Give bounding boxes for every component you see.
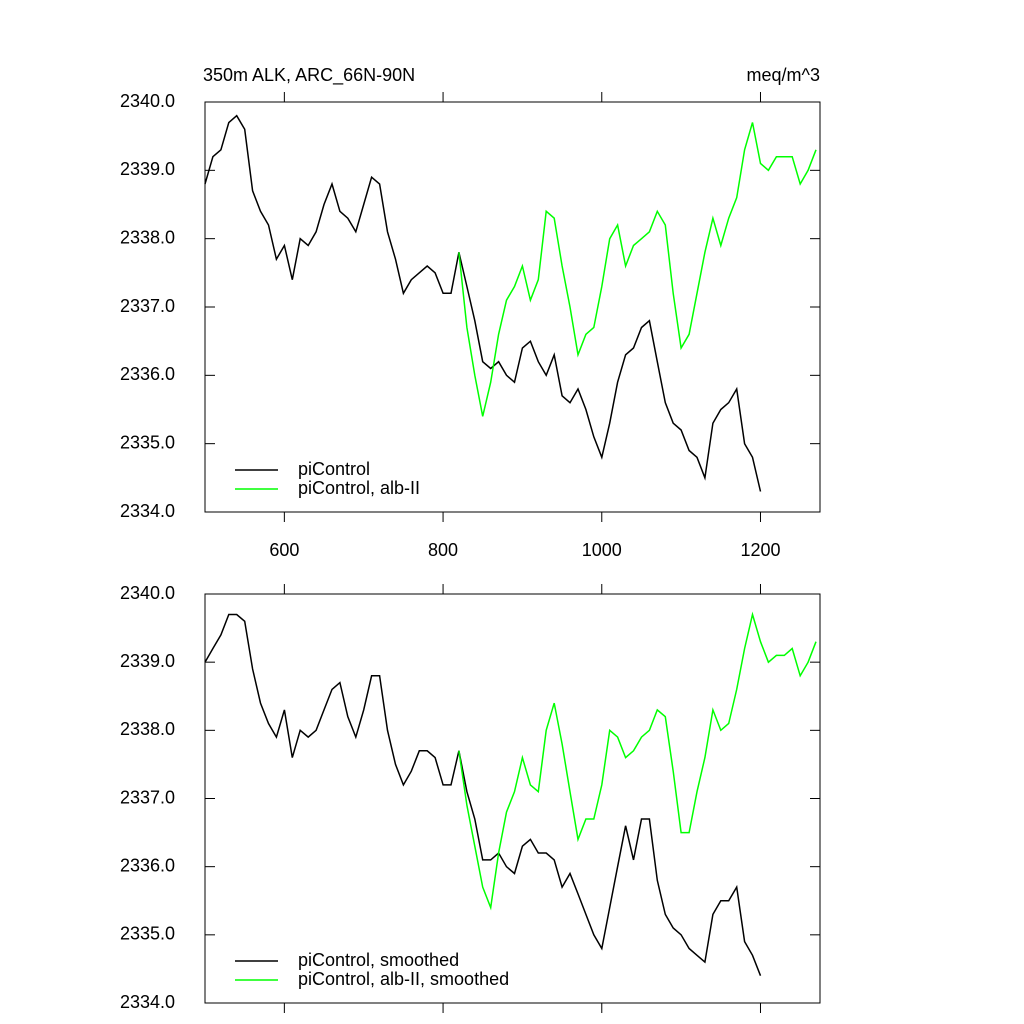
data-line	[204, 114, 762, 492]
legend-label: piControl	[298, 459, 370, 479]
y-tick-label: 2334.0	[120, 992, 175, 1012]
legend-label: piControl, alb-II	[298, 478, 420, 498]
y-tick-label: 2339.0	[120, 159, 175, 179]
x-tick-label: 800	[428, 540, 458, 560]
data-line	[458, 611, 817, 911]
legend-label: piControl, alb-II, smoothed	[298, 969, 509, 989]
y-tick-label: 2339.0	[120, 651, 175, 671]
y-tick-label: 2338.0	[120, 227, 175, 247]
x-tick-label: 600	[269, 540, 299, 560]
y-tick-label: 2340.0	[120, 91, 175, 111]
y-tick-label: 2337.0	[120, 787, 175, 807]
chart-title: 350m ALK, ARC_66N-90N	[203, 65, 415, 86]
y-tick-label: 2340.0	[120, 583, 175, 603]
plot-frame	[204, 101, 821, 513]
x-tick-label: 1000	[582, 540, 622, 560]
y-tick-label: 2335.0	[120, 924, 175, 944]
y-tick-label: 2336.0	[120, 855, 175, 875]
data-line	[204, 613, 762, 976]
y-tick-label: 2338.0	[120, 719, 175, 739]
y-tick-label: 2335.0	[120, 432, 175, 452]
y-tick-label: 2336.0	[120, 364, 175, 384]
y-tick-label: 2337.0	[120, 296, 175, 316]
y-tick-label: 2334.0	[120, 501, 175, 521]
legend-label: piControl, smoothed	[298, 950, 459, 970]
x-tick-label: 1200	[740, 540, 780, 560]
units-label: meq/m^3	[747, 65, 820, 85]
data-line	[458, 122, 817, 417]
